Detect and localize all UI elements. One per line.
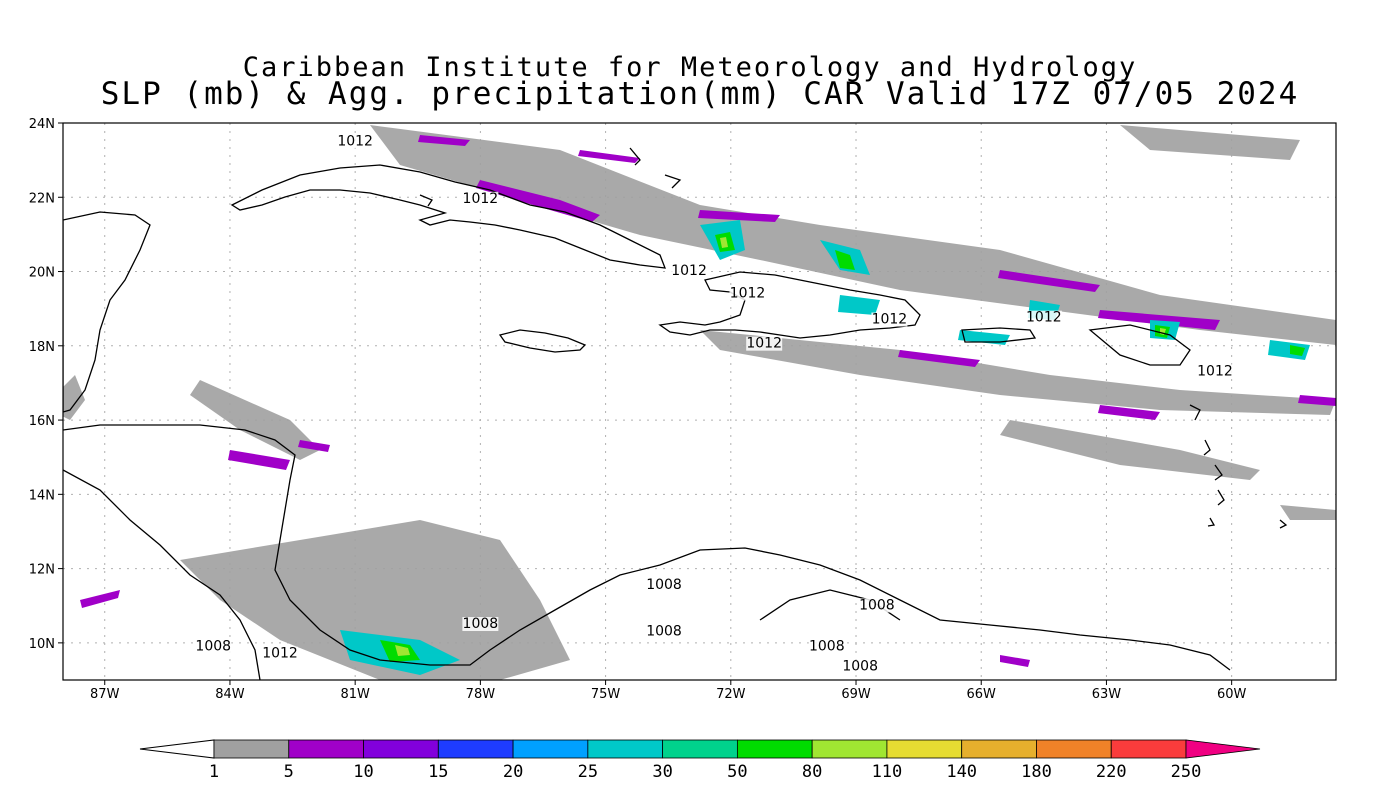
colorbar-swatch (1036, 739, 1112, 759)
colorbar-label: 180 (1021, 762, 1052, 782)
colorbar-swatch (886, 739, 963, 759)
colorbar-swatch (363, 739, 439, 759)
lon-tick-label: 78W (466, 687, 496, 702)
lon-tick-label: 87W (90, 687, 120, 702)
colorbar-label: 20 (503, 762, 523, 782)
contour-labels: 1012 1012 1012 1012 1012 1012 1012 1012 1008 1008… (195, 133, 1233, 675)
lat-tick-label: 14N (29, 488, 55, 503)
contour-label-bg (337, 134, 374, 149)
isobar-label: 1008 (646, 623, 682, 639)
colorbar-label: 30 (652, 762, 672, 782)
isobar-label: 1012 (463, 191, 499, 207)
map-title-line2: SLP (mb) & Agg. precipitation(mm) CAR Va… (100, 76, 1300, 112)
lat-tick-label: 20N (29, 266, 55, 281)
lon-tick-label: 81W (340, 687, 370, 702)
plot-frame (62, 122, 1337, 681)
isobar-label: 1012 (872, 312, 908, 328)
contour-label-bg (842, 659, 879, 674)
colorbar-swatch (1110, 739, 1187, 759)
contour-label-bg (1025, 310, 1062, 325)
colorbar-swatch (811, 739, 888, 759)
colorbar-low-arrow (139, 739, 215, 759)
lon-tick-label: 63W (1092, 687, 1122, 702)
colorbar-label: 25 (578, 762, 598, 782)
lat-tick-label: 22N (29, 191, 55, 206)
contour-label-bg (746, 336, 783, 351)
isobar-label: 1012 (671, 263, 707, 279)
lon-tick-label: 60W (1217, 687, 1247, 702)
lon-tick-label: 84W (215, 687, 245, 702)
contour-label-bg (646, 578, 683, 593)
lat-tick-label: 12N (29, 563, 55, 578)
isobar-label: 1008 (646, 577, 682, 593)
contour-label-bg (808, 639, 845, 654)
colorbar-label: 10 (353, 762, 373, 782)
coast-honduras-inner (63, 469, 261, 680)
colorbar-swatch (288, 739, 364, 759)
contour-label-bg (729, 286, 766, 301)
coastlines (63, 147, 1288, 680)
isobar-label: 1008 (859, 597, 895, 613)
isobar-label: 1012 (746, 336, 782, 352)
colorbar-label: 50 (727, 762, 747, 782)
lat-tick-label: 24N (29, 117, 55, 132)
axis-ticks: 87W 84W 81W 78W 75W 72W 69W 66W 63W 60W 24N 22N 20N 1… (29, 117, 1247, 702)
isobar-label: 1008 (809, 638, 845, 654)
lat-tick-label: 18N (29, 340, 55, 355)
contour-label-bg (1196, 364, 1233, 379)
contour-label-bg (462, 191, 499, 206)
lon-tick-label: 66W (967, 687, 997, 702)
contour-label-bg (646, 624, 683, 639)
colorbar-swatch (736, 739, 813, 759)
coast-cuba (230, 164, 666, 269)
colorbar-swatch (961, 739, 1037, 759)
isobar-label: 1008 (463, 616, 499, 632)
colorbar-label: 250 (1171, 762, 1202, 782)
coast-virgin-islands (1088, 324, 1191, 366)
colorbar-high-arrow (1185, 739, 1261, 759)
colorbar-label: 1 (209, 762, 219, 782)
colorbar-label: 80 (802, 762, 822, 782)
contour-label-bg (195, 639, 232, 654)
contour-label-bg (858, 598, 895, 613)
isobar-label: 1012 (262, 646, 298, 662)
lon-tick-label: 75W (591, 687, 621, 702)
contour-label-bg (671, 264, 708, 279)
coast-hispaniola (658, 271, 921, 339)
precip-shading (63, 125, 1336, 680)
isobar-label: 1012 (730, 286, 766, 302)
colorbar-label: 15 (428, 762, 448, 782)
isobar-label: 1008 (842, 659, 878, 675)
lat-tick-label: 16N (29, 414, 55, 429)
colorbar: 1 5 10 15 20 25 30 50 80 110 140 180 220 250 (139, 739, 1261, 782)
coast-lesser-antilles (1189, 404, 1288, 529)
colorbar-swatch (662, 739, 738, 759)
colorbar-label: 140 (946, 762, 977, 782)
isobar-label: 1012 (1197, 364, 1233, 380)
colorbar-swatch (512, 739, 589, 759)
contour-label-bg (262, 646, 299, 661)
precip-band-gray (63, 125, 1336, 680)
isobar-label: 1012 (337, 133, 373, 149)
coast-puerto-rico (961, 327, 1037, 343)
lat-tick-label: 10N (29, 637, 55, 652)
colorbar-swatch (213, 739, 290, 759)
lon-tick-label: 72W (716, 687, 746, 702)
coast-yucatan (63, 211, 151, 413)
colorbar-label: 220 (1096, 762, 1127, 782)
colorbar-swatch (587, 739, 664, 759)
isobar-label: 1012 (1026, 310, 1062, 326)
isobar-label: 1008 (195, 638, 231, 654)
colorbar-swatch (437, 739, 514, 759)
coast-jamaica (498, 329, 587, 353)
map-title-line1: Caribbean Institute for Meteorology and … (242, 52, 1138, 83)
contour-label-bg (871, 312, 908, 327)
lon-tick-label: 69W (841, 687, 871, 702)
coast-bahamas (419, 147, 682, 207)
coast-central-america (63, 424, 1231, 671)
colorbar-label: 5 (284, 762, 294, 782)
contour-label-bg (462, 617, 499, 632)
colorbar-label: 110 (872, 762, 903, 782)
